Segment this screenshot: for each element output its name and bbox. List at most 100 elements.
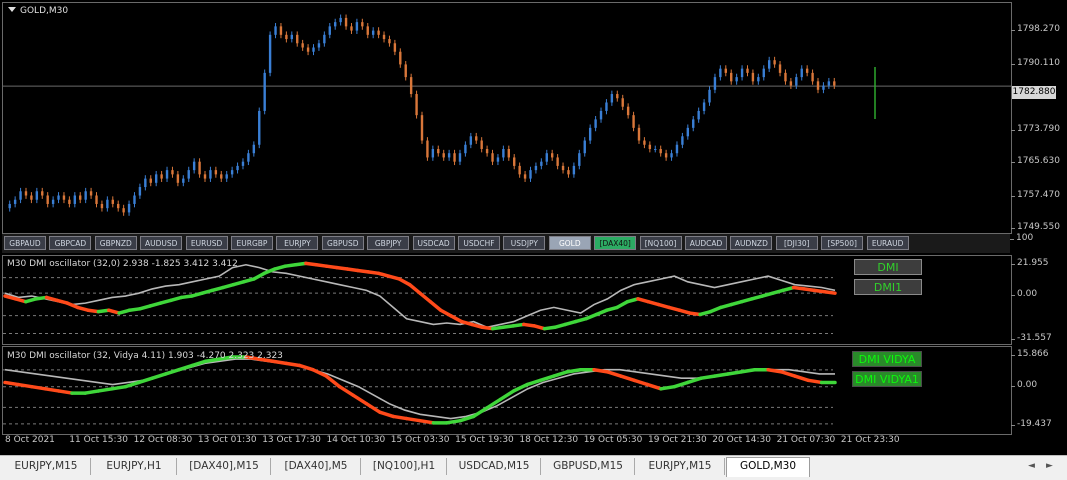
dmi-vidya-button[interactable]: DMI VIDYA (852, 351, 922, 367)
symbol-button[interactable]: USDJPY (503, 236, 546, 250)
oscillator-segment (351, 393, 369, 406)
candle-body (464, 144, 467, 154)
chart-tab[interactable]: GBPUSD,M15 (542, 458, 635, 475)
candle-body (46, 195, 49, 204)
candle-body (426, 140, 429, 158)
oscillator-segment (30, 384, 47, 391)
symbol-button[interactable]: GBPNZD (94, 236, 137, 250)
oscillator-segment (806, 378, 824, 385)
oscillator-segment (364, 401, 382, 414)
candle-body (578, 153, 581, 166)
candle-body (643, 140, 646, 145)
candle-body (648, 144, 652, 149)
oscillator-segment (726, 370, 744, 376)
dmi-vidya-pane[interactable]: M30 DMI oscillator (32, Vidya 4.11) 1.90… (2, 346, 1012, 435)
time-label: 18 Oct 12:30 (519, 435, 579, 445)
oscillator-segment (699, 374, 717, 380)
chart-tab[interactable]: [NQ100],H1 (362, 458, 447, 475)
symbol-button[interactable]: GOLD (548, 236, 591, 250)
symbol-button[interactable]: EURGBP (231, 236, 273, 250)
symbol-button[interactable]: USDCAD (412, 236, 455, 250)
symbol-button[interactable]: [DJI30] (775, 236, 818, 250)
candle-body (404, 64, 407, 78)
candle-body (399, 51, 402, 65)
time-label: 21 Oct 23:30 (840, 435, 900, 445)
symbol-button[interactable]: EURAUD (866, 236, 909, 250)
oscillator-segment (163, 367, 181, 376)
dmi-vidya-scale[interactable]: 15.866 0.00 -19.437 (1010, 346, 1067, 433)
symbol-button[interactable]: USDCHF (458, 236, 500, 250)
dmi-button[interactable]: DMI (854, 259, 922, 275)
oscillator-segment (760, 291, 775, 298)
candle-body (719, 68, 722, 78)
time-axis[interactable]: 8 Oct 2021 11 Oct 15:30 12 Oct 08:30 13 Oct… (2, 433, 1010, 451)
candle-body (355, 22, 359, 31)
oscillator-segment (459, 319, 474, 327)
candle-body (773, 60, 776, 65)
price-tick: 1798.270 (1011, 24, 1060, 34)
dmi-oscillator-pane[interactable]: M30 DMI oscillator (32,0) 2.938 -1.825 3… (2, 255, 1012, 345)
scroll-left-icon[interactable]: ◄ (1028, 461, 1035, 471)
symbol-button[interactable]: EURJPY (276, 236, 319, 250)
chart-tab[interactable]: GOLD,M30 (726, 457, 810, 477)
time-label: 14 Oct 10:30 (326, 435, 386, 445)
price-scale[interactable]: 1798.270 1790.110 1773.790 1765.630 1757… (1011, 2, 1067, 232)
oscillator-segment (376, 271, 391, 278)
candle-body (659, 148, 662, 154)
oscillator-segment (822, 290, 837, 295)
symbol-button[interactable]: AUDNZD (730, 236, 773, 250)
oscillator-segment (13, 297, 28, 304)
symbol-button[interactable]: [DAX40] (594, 236, 637, 250)
symbol-button[interactable]: EURUSD (185, 236, 228, 250)
candle-body (334, 22, 337, 27)
signal-line (4, 263, 836, 329)
oscillator-segment (137, 376, 155, 385)
oscillator-segment (553, 322, 567, 330)
dmi-scale[interactable]: 21.955 0.00 -31.557 (1010, 255, 1067, 343)
oscillator-segment (625, 297, 640, 304)
symbol-button[interactable]: AUDCAD (685, 236, 727, 250)
chart-tab[interactable]: EURJPY,M15 (2, 458, 91, 475)
symbol-button[interactable]: GBPCAD (49, 236, 92, 250)
symbol-button[interactable]: [NQ100] (639, 236, 682, 250)
candle-body (561, 165, 565, 171)
candle-body (550, 153, 554, 158)
chart-tab[interactable]: EURJPY,H1 (92, 458, 177, 475)
candle-body (605, 102, 608, 111)
symbol-button-bar: GBPAUD GBPCAD GBPNZD AUDUSD EURUSD EURGBP EURJ… (2, 234, 1010, 253)
candle-body (13, 199, 17, 204)
chart-tab[interactable]: [DAX40],M5 (272, 458, 361, 475)
candle-body (637, 127, 641, 141)
candle-body (176, 174, 180, 183)
oscillator-segment (619, 374, 636, 383)
dmi-vidya1-button[interactable]: DMI VIDYA1 (852, 371, 922, 387)
dmi1-button[interactable]: DMI1 (854, 279, 922, 295)
oscillator-segment (458, 414, 476, 423)
candle-body (480, 140, 483, 149)
symbol-button[interactable]: GBPUSD (321, 236, 364, 250)
oscillator-segment (231, 280, 246, 287)
current-price-label: 1782.880 (1012, 86, 1056, 99)
candle-body (540, 161, 543, 166)
oscillator-segment (677, 308, 692, 315)
candle-body (382, 34, 386, 40)
symbol-button[interactable]: GBPJPY (367, 236, 410, 250)
chart-tab[interactable]: EURJPY,M15 (636, 458, 725, 475)
candle-body (740, 68, 744, 78)
candle-body (138, 187, 142, 196)
scroll-right-icon[interactable]: ► (1046, 461, 1053, 471)
symbol-button[interactable]: GBPAUD (4, 236, 46, 250)
candle-body (57, 195, 60, 200)
candle-body (165, 170, 169, 179)
candle-body (692, 119, 695, 128)
chart-tab[interactable]: [DAX40],M15 (178, 458, 271, 475)
symbol-button[interactable]: AUDUSD (140, 236, 183, 250)
candle-body (361, 22, 364, 27)
price-pane[interactable]: GOLD,M30 (2, 2, 1012, 234)
dropdown-triangle-icon[interactable] (8, 7, 16, 12)
candle-body (610, 94, 614, 103)
chart-tab[interactable]: USDCAD,M15 (448, 458, 541, 475)
oscillator-segment (428, 299, 443, 312)
candle-body (19, 191, 22, 200)
symbol-button[interactable]: [SP500] (821, 236, 864, 250)
